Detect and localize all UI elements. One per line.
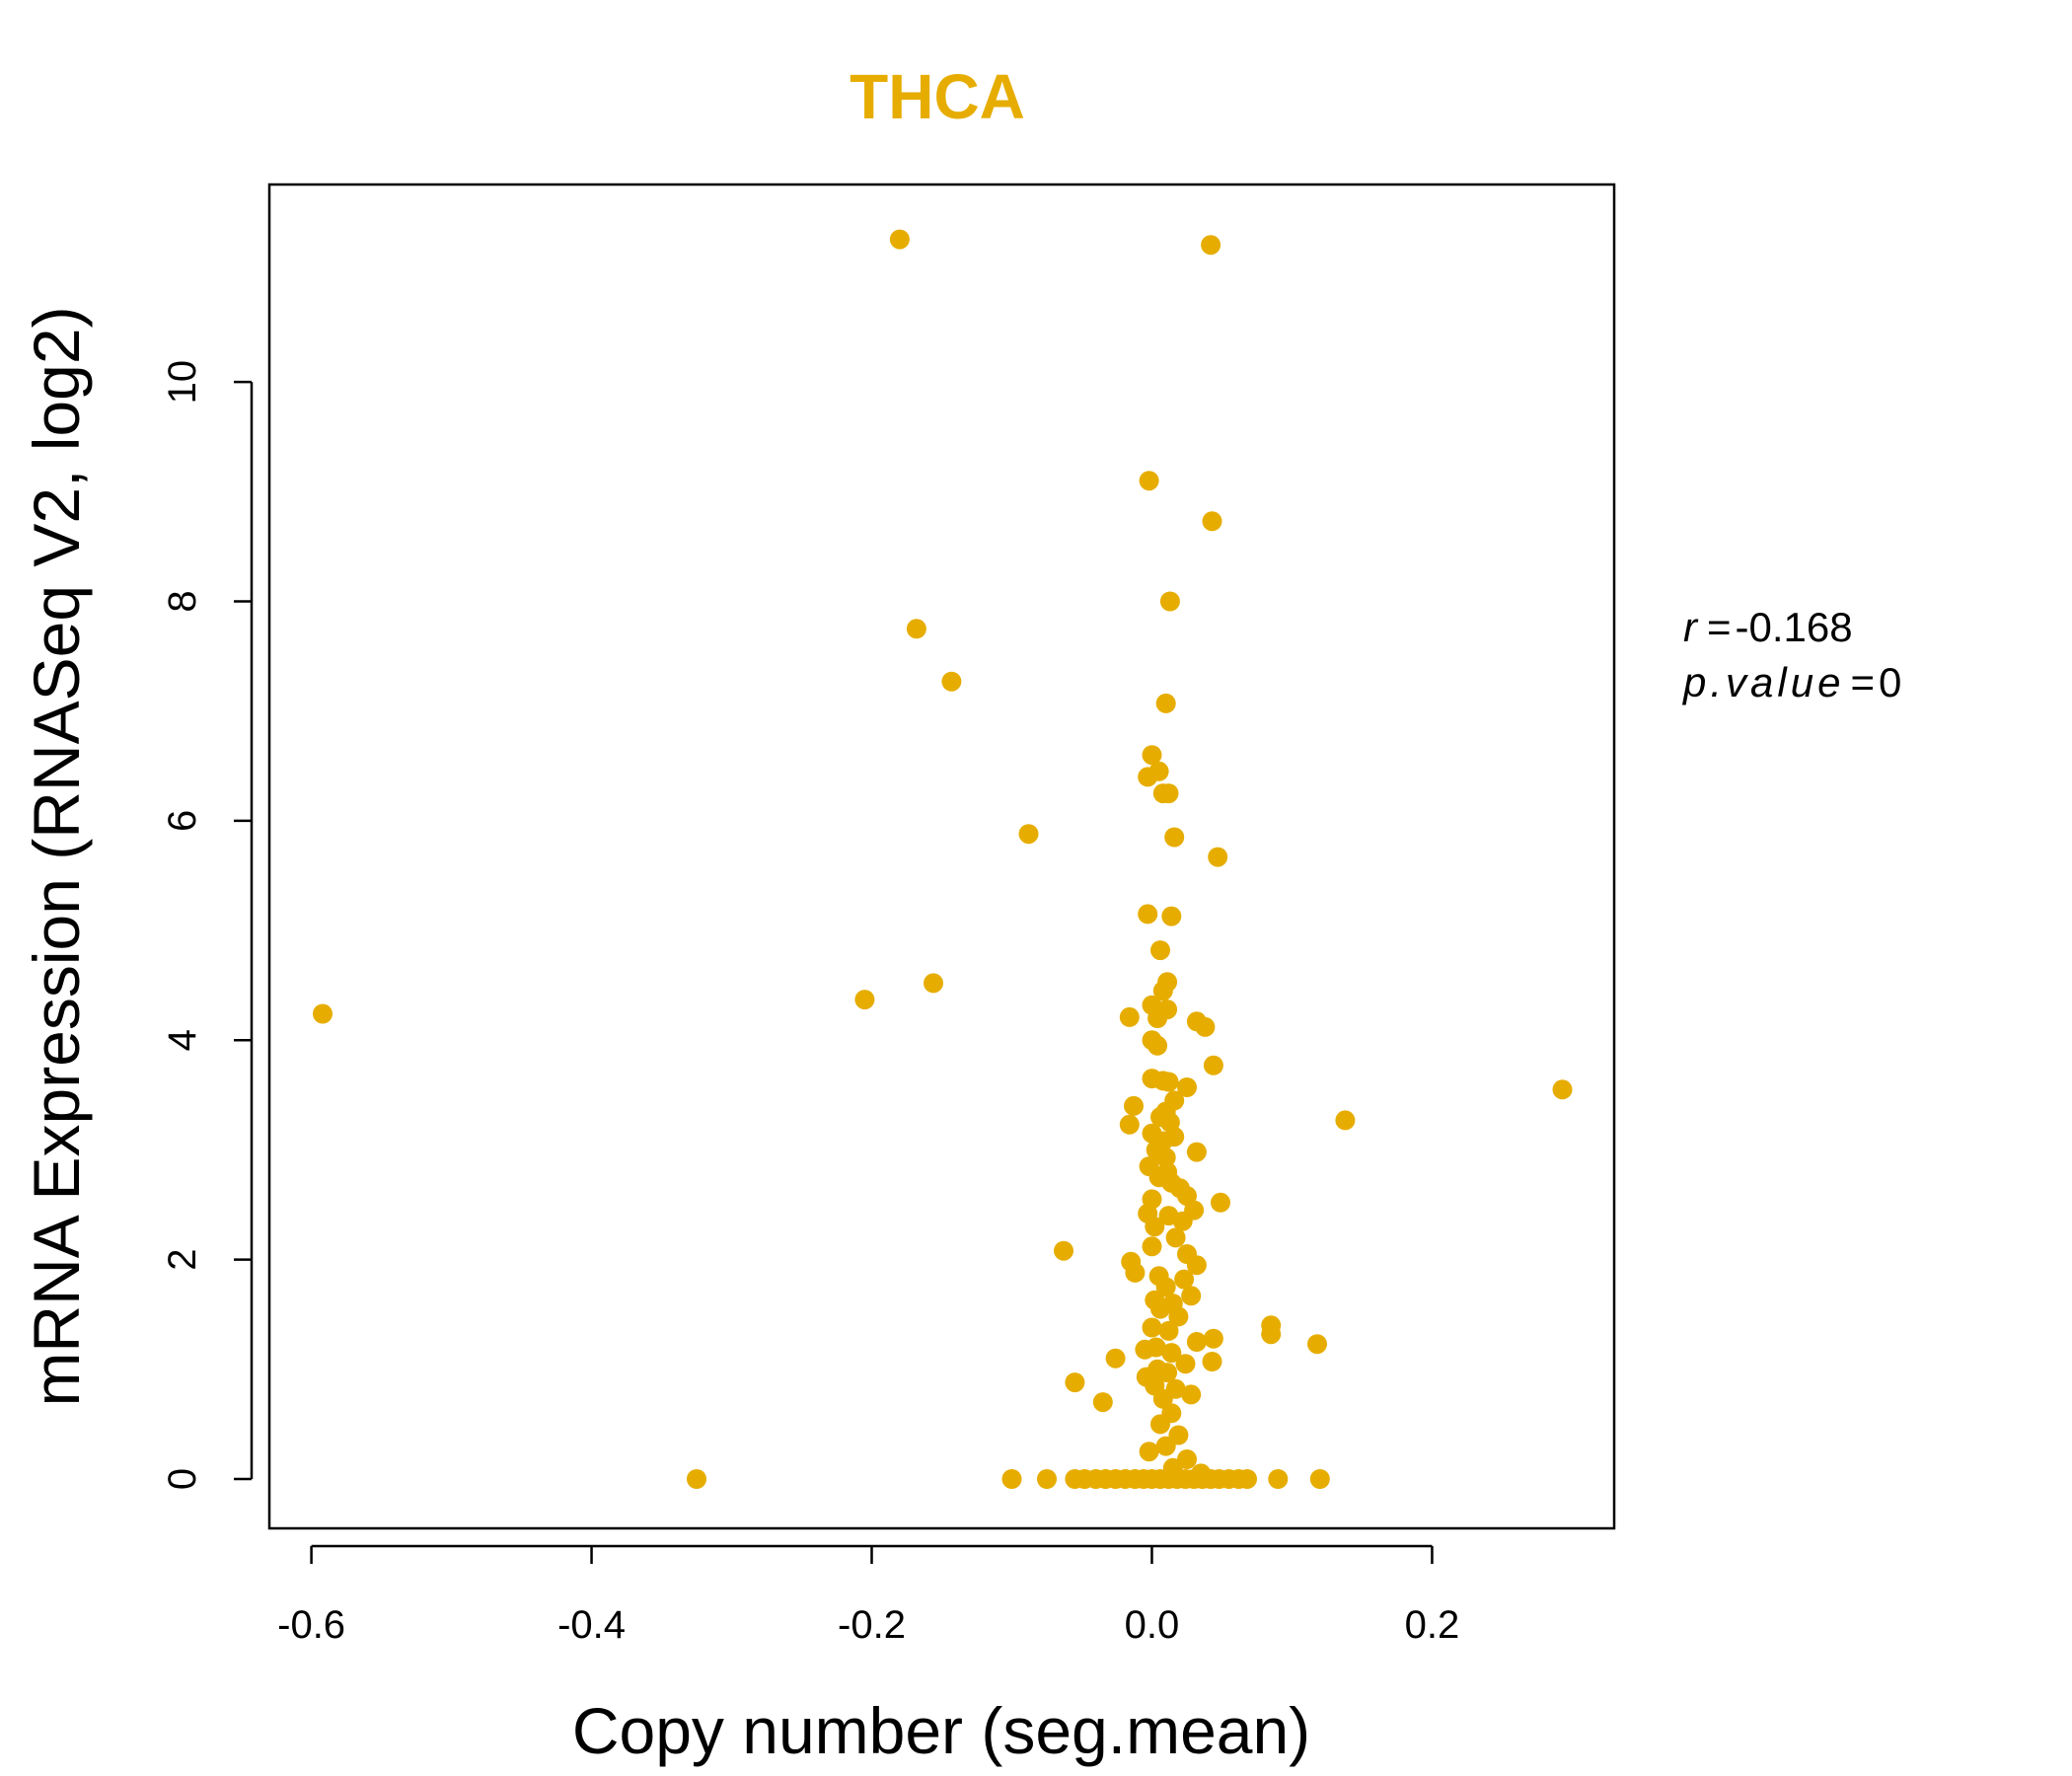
data-point-81: [1158, 1320, 1179, 1341]
data-point-90: [1202, 1352, 1222, 1371]
data-point-50: [1155, 1147, 1176, 1168]
correlation-stats: r =-0.168 p.value =0: [1681, 604, 1901, 705]
y-axis-title: mRNA Expression (RNASeq V2, log2): [20, 306, 93, 1406]
data-point-111: [1037, 1469, 1057, 1489]
data-point-6: [941, 671, 962, 692]
data-point-70: [1125, 1262, 1146, 1283]
data-point-20: [924, 973, 943, 994]
data-point-36: [1177, 1077, 1197, 1097]
data-point-80: [1142, 1317, 1162, 1338]
data-point-25: [313, 1003, 333, 1024]
data-point-49: [1186, 1142, 1207, 1162]
data-point-15: [1208, 847, 1228, 867]
data-point-42: [1335, 1110, 1356, 1131]
y-tick-label: 0: [161, 1468, 204, 1490]
data-point-44: [1119, 1114, 1140, 1135]
x-tick-label: 0.2: [1405, 1603, 1460, 1647]
data-point-5: [906, 619, 926, 639]
data-point-131: [1237, 1469, 1257, 1489]
y-tick-label: 10: [161, 360, 204, 405]
chart-title: THCA: [850, 61, 1025, 132]
data-point-98: [1181, 1384, 1202, 1405]
data-point-21: [1152, 981, 1173, 1001]
data-point-12: [1158, 783, 1179, 804]
data-point-73: [1155, 1277, 1176, 1297]
data-point-63: [1145, 1217, 1165, 1237]
data-point-84: [1186, 1332, 1207, 1352]
x-tick-label: -0.6: [277, 1603, 345, 1647]
data-point-83: [1203, 1328, 1223, 1349]
data-point-72: [1174, 1269, 1195, 1290]
data-point-74: [1181, 1286, 1202, 1306]
p-stat: p.value =0: [1681, 659, 1901, 705]
data-point-105: [1139, 1442, 1159, 1462]
x-tick-label: -0.4: [557, 1603, 626, 1647]
r-stat: r =-0.168: [1683, 604, 1853, 650]
data-points: [313, 229, 1573, 1489]
data-point-66: [1054, 1240, 1073, 1261]
data-point-77: [1150, 1298, 1170, 1319]
data-point-29: [1195, 1016, 1216, 1037]
r-value: -0.168: [1736, 604, 1853, 650]
data-point-2: [1139, 471, 1159, 491]
data-point-32: [1203, 1055, 1223, 1075]
data-point-8: [1142, 745, 1162, 766]
data-point-35: [1158, 1072, 1179, 1092]
y-tick-label: 8: [161, 590, 204, 612]
data-point-58: [1211, 1192, 1230, 1213]
data-point-85: [1307, 1334, 1327, 1355]
data-point-7: [1155, 693, 1176, 713]
data-point-88: [1161, 1343, 1182, 1364]
data-point-69: [1186, 1255, 1207, 1276]
x-tick-label: -0.2: [838, 1603, 906, 1647]
data-point-18: [1150, 940, 1170, 961]
y-tick-label: 2: [161, 1248, 204, 1270]
data-point-31: [1147, 1035, 1168, 1056]
data-point-87: [1135, 1339, 1155, 1360]
plot-frame: [267, 183, 1616, 1530]
data-point-0: [889, 229, 910, 250]
data-point-78: [1168, 1306, 1189, 1327]
x-axis: -0.6 -0.4 -0.2 0.0 0.2: [277, 1544, 1460, 1647]
data-point-93: [1157, 1363, 1178, 1383]
p-value: 0: [1879, 659, 1901, 705]
data-point-16: [1138, 904, 1158, 925]
data-point-4: [1159, 591, 1180, 612]
data-point-26: [1119, 1006, 1140, 1027]
data-point-10: [1138, 767, 1158, 787]
data-point-104: [1155, 1436, 1176, 1456]
data-point-65: [1142, 1236, 1162, 1257]
data-point-27: [1147, 1008, 1168, 1028]
data-point-89: [1105, 1348, 1126, 1369]
y-tick-label: 4: [161, 1029, 204, 1051]
p-symbol: p.value: [1681, 659, 1844, 705]
data-point-13: [1018, 824, 1039, 845]
r-symbol: r: [1683, 604, 1699, 650]
y-tick-label: 6: [161, 810, 204, 832]
data-point-82: [1261, 1324, 1282, 1345]
data-point-38: [1552, 1079, 1573, 1100]
data-point-1: [1201, 235, 1221, 256]
x-axis-title: Copy number (seg.mean): [572, 1694, 1310, 1767]
data-point-102: [1150, 1414, 1170, 1435]
data-point-39: [1124, 1095, 1144, 1116]
data-point-132: [1268, 1469, 1289, 1489]
data-point-91: [1175, 1354, 1196, 1374]
data-point-22: [854, 990, 875, 1010]
data-point-110: [1001, 1469, 1022, 1489]
data-point-95: [1065, 1372, 1085, 1393]
data-point-64: [1165, 1227, 1186, 1248]
data-point-99: [1152, 1388, 1173, 1409]
data-point-62: [1172, 1211, 1193, 1231]
data-point-133: [1309, 1469, 1330, 1489]
data-point-109: [687, 1469, 706, 1489]
data-point-17: [1161, 906, 1182, 926]
x-tick-label: 0.0: [1125, 1603, 1180, 1647]
data-point-100: [1092, 1392, 1113, 1413]
data-point-3: [1202, 511, 1222, 532]
y-axis: 0 2 4 6 8 10: [161, 360, 254, 1490]
data-point-14: [1164, 827, 1185, 848]
